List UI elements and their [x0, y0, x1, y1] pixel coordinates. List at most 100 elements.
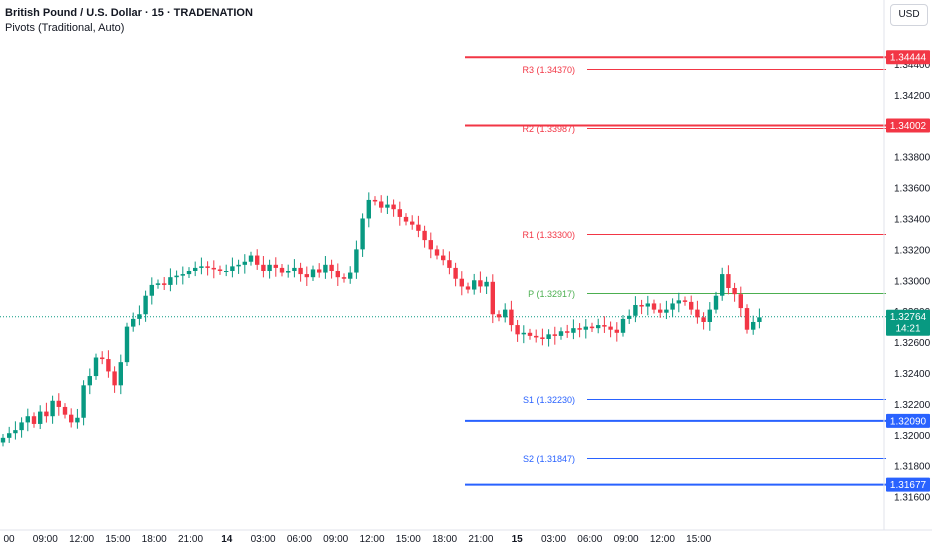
time-tick-label: 12:00: [650, 534, 675, 545]
candle-body: [534, 335, 539, 338]
time-tick-label: 21:00: [178, 534, 203, 545]
price-tick-label: 1.33800: [894, 153, 931, 164]
candle-body: [726, 274, 731, 288]
candle-body: [62, 406, 68, 415]
time-axis: 00 09:00 12:00 15:00 18:00 21:00 14 03:00 06:00 0…: [0, 529, 932, 545]
candle-body: [391, 204, 396, 210]
candle-body: [434, 249, 440, 256]
time-tick-label: 09:00: [614, 534, 639, 545]
candle-body: [608, 326, 613, 330]
time-tick-label: 15:00: [105, 534, 130, 545]
last-price-value: 1.32764: [890, 312, 927, 323]
level-tag-label: 1.34002: [890, 121, 927, 132]
candle-body: [155, 283, 161, 285]
candle-body: [546, 334, 551, 339]
candle-body: [230, 266, 235, 271]
candle-body: [323, 264, 328, 273]
candle-body: [286, 271, 291, 273]
candle-body: [614, 329, 619, 333]
candle-body: [447, 260, 452, 268]
level-tag: [886, 50, 930, 65]
pivot-label-s1: S1 (1.32230): [523, 395, 575, 405]
candle-body: [317, 269, 322, 273]
candle-body: [56, 400, 61, 407]
level-tag: [886, 118, 930, 133]
candle-body: [571, 328, 576, 333]
candle-body: [509, 309, 514, 326]
time-tick-label: 03:00: [541, 534, 566, 545]
candle-body: [137, 314, 142, 319]
pivot-label-r2: R2 (1.33987): [522, 124, 575, 134]
time-tick-label: 06:00: [577, 534, 602, 545]
candle-body: [106, 359, 111, 372]
candle-body: [589, 326, 595, 329]
candle-body: [713, 295, 719, 310]
candle-body: [478, 280, 483, 287]
level-tag-label: 1.31677: [890, 480, 927, 491]
candle-body: [459, 278, 464, 287]
candle-body: [670, 303, 675, 310]
time-tick-label: 15:00: [396, 534, 421, 545]
candle-body: [422, 230, 427, 241]
candle-body: [757, 317, 762, 322]
candle-body: [124, 326, 130, 363]
currency-button[interactable]: USD: [890, 4, 928, 26]
price-tick-label: 1.33000: [894, 276, 931, 287]
candle-body: [676, 300, 681, 304]
candle-body: [366, 199, 371, 219]
candle-body: [354, 249, 359, 273]
candle-body: [100, 357, 105, 360]
candle-body: [13, 430, 18, 434]
candle-body: [397, 209, 402, 217]
indicator-label[interactable]: Pivots (Traditional, Auto): [5, 22, 125, 34]
candle-body: [193, 267, 198, 271]
chart-title: British Pound / U.S. Dollar · 15 · TRADE…: [5, 7, 253, 19]
candle-body: [701, 317, 706, 322]
candle-body: [0, 437, 6, 443]
price-tick-label: 1.32000: [894, 431, 931, 442]
candle-body: [25, 416, 30, 423]
level-tag-label: 1.34444: [890, 53, 927, 64]
candle-body: [490, 281, 495, 315]
candle-body: [738, 294, 743, 309]
candle-body: [565, 331, 570, 333]
candle-body: [273, 264, 278, 268]
time-tick-label: 15: [512, 534, 524, 545]
candle-body: [639, 304, 644, 307]
candle-body: [44, 411, 49, 417]
candle-body: [732, 287, 737, 295]
candle-body: [298, 267, 303, 275]
candle-body: [341, 277, 347, 279]
candle-body: [515, 325, 520, 335]
candle-body: [310, 269, 316, 278]
candle-body: [496, 314, 502, 318]
candle-body: [335, 271, 340, 278]
candle-body: [527, 332, 533, 336]
price-tick-label: 1.32400: [894, 369, 931, 380]
time-tick-label: 09:00: [323, 534, 348, 545]
candle-body: [695, 309, 700, 318]
candle-body: [627, 315, 632, 319]
candle-body: [484, 281, 489, 287]
candle-body: [112, 371, 117, 386]
candle-body: [379, 201, 384, 208]
candle-body: [385, 204, 390, 208]
candle-body: [633, 304, 638, 316]
time-tick-label: 15:00: [686, 534, 711, 545]
level-tag: [886, 413, 930, 428]
price-tick-label: 1.33600: [894, 184, 931, 195]
pivot-label-r3: R3 (1.34370): [522, 65, 575, 75]
time-tick-label: 12:00: [69, 534, 94, 545]
pivot-label-r1: R1 (1.33300): [522, 230, 575, 240]
candle-body: [552, 334, 557, 336]
candle-body: [651, 303, 657, 310]
candle-body: [751, 321, 756, 330]
candle-body: [521, 332, 526, 335]
level-tag-label: 1.32090: [890, 416, 927, 427]
candle-body: [707, 309, 712, 322]
candle-body: [31, 416, 37, 424]
candle-body: [87, 376, 92, 386]
price-axis: 1.344001.342001.340001.338001.336001.334…: [883, 0, 931, 530]
